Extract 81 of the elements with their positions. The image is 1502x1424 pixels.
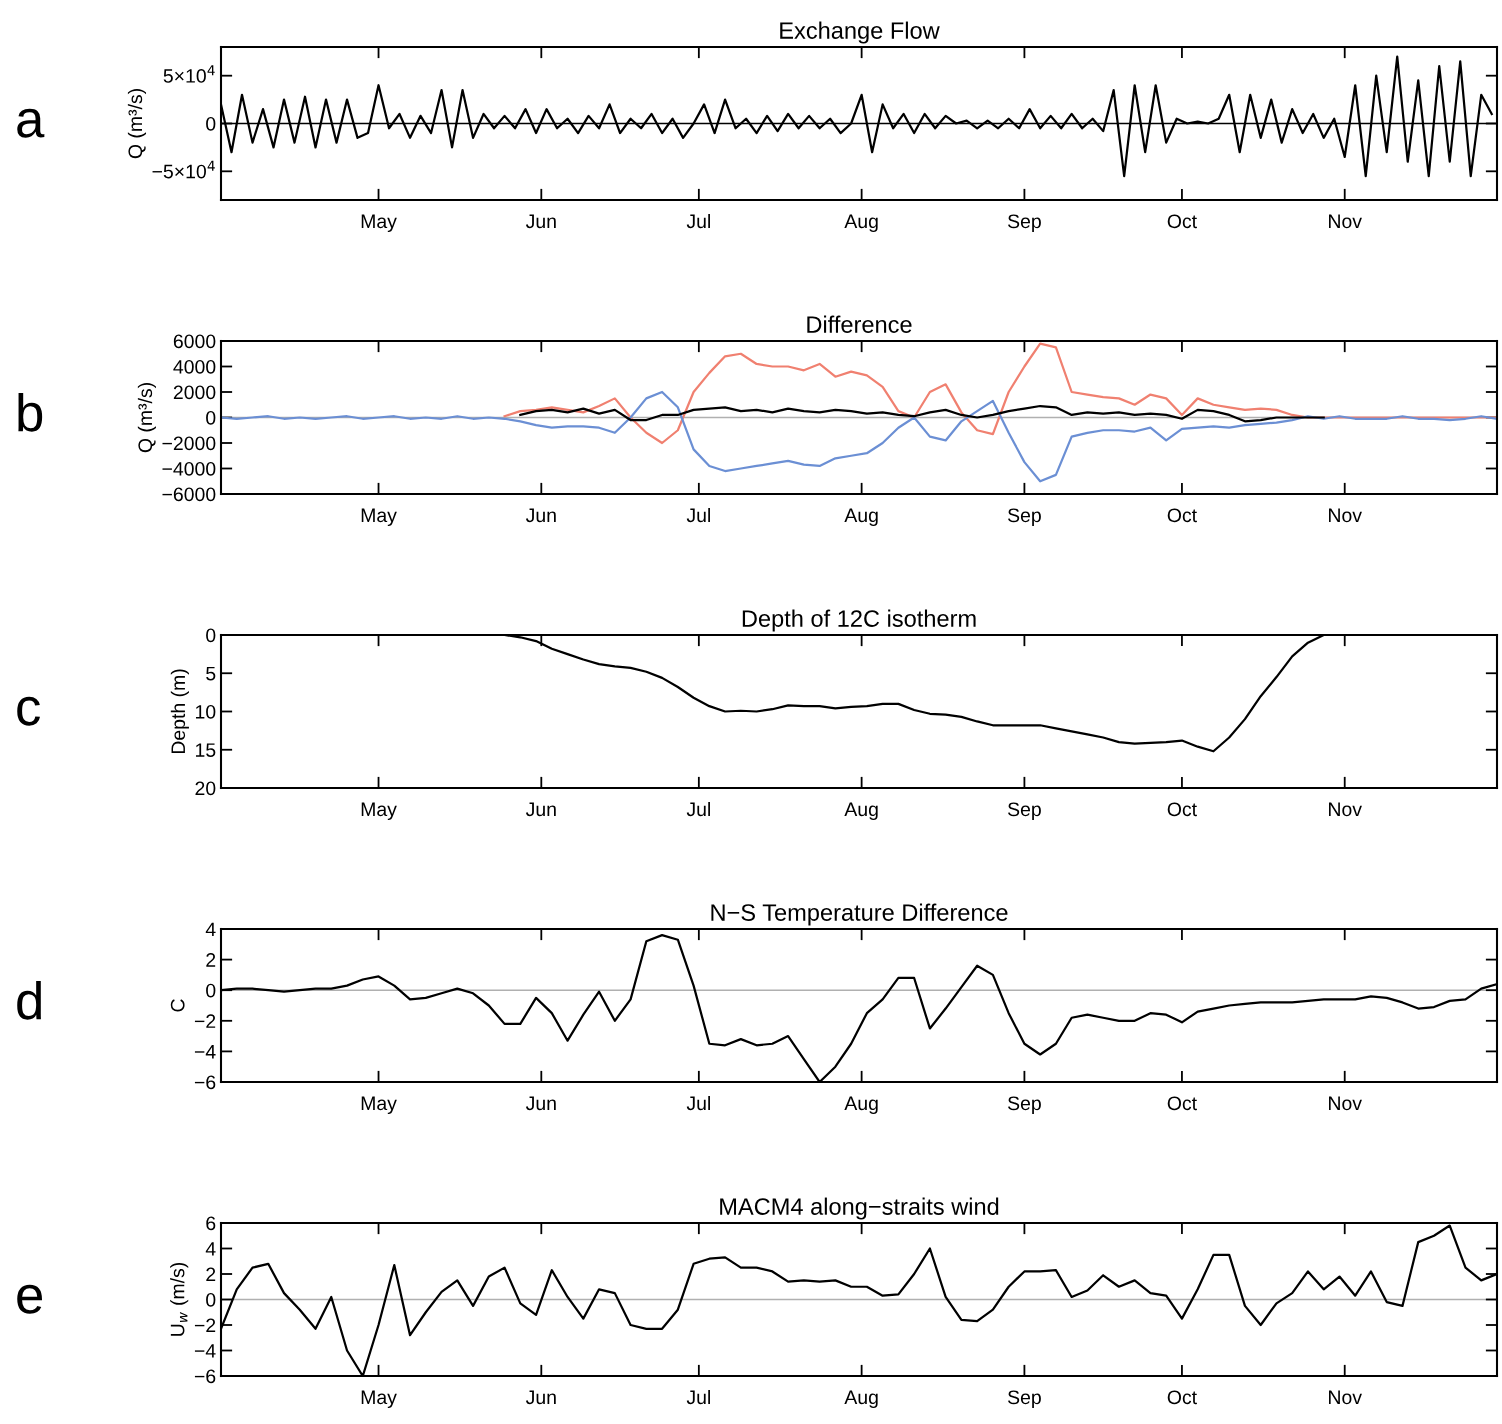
y-tick-label: 0 (206, 983, 216, 998)
x-tick-label: Nov (1329, 1390, 1362, 1405)
y-tick-label: 5×10$^{4}$ (163, 65, 215, 83)
x-tick-label: Sep (1007, 802, 1041, 821)
y-axis-title: Q (m³/s) (137, 383, 156, 453)
y-tick-label: 6000 (173, 334, 216, 349)
chart-title: MACM4 along−straits wind (720, 1197, 999, 1220)
y-tick-label: 4 (205, 1242, 216, 1256)
y-tick-label: −4 (194, 1045, 216, 1059)
y-tick-label: 10 (196, 704, 216, 719)
y-tick-label: 2 (206, 953, 216, 967)
y-tick-label: 15 (196, 743, 216, 757)
y-tick-label: 0 (206, 1292, 216, 1307)
y-tick-label: 0 (206, 116, 216, 131)
y-axis-title: U$_{w}$ (m/s) (170, 1262, 189, 1336)
x-tick-label: Oct (1167, 1390, 1197, 1405)
x-tick-label: Jun (525, 214, 556, 229)
x-tick-label: May (361, 802, 397, 821)
x-tick-label: May (361, 214, 397, 233)
x-tick-label: Jul (686, 213, 710, 229)
text: b (18, 392, 43, 432)
chart-title: Difference (807, 315, 912, 333)
x-tick-label: Jul (686, 1389, 710, 1405)
text: e (17, 1284, 43, 1314)
y-tick-label: 4000 (173, 359, 216, 374)
y-tick-label: −5×10$^{4}$ (152, 160, 215, 179)
x-tick-label: Nov (1329, 1096, 1362, 1111)
x-tick-label: Sep (1007, 1390, 1041, 1409)
text: c (17, 696, 40, 726)
x-tick-label: Jun (525, 1096, 556, 1111)
chart-title: Depth of 12C isotherm (742, 609, 976, 632)
y-tick-label: −2 (194, 1014, 216, 1028)
y-tick-label: −2000 (162, 436, 216, 451)
y-tick-label: 4 (205, 922, 216, 937)
x-tick-label: Jul (686, 801, 710, 817)
x-tick-label: Jun (525, 802, 556, 817)
x-tick-label: Jun (525, 508, 556, 523)
y-tick-label: 0 (206, 410, 216, 425)
x-tick-label: Jun (525, 1390, 556, 1405)
chart-title: Exchange Flow (780, 21, 940, 44)
x-tick-label: May (361, 508, 397, 527)
line-series (503, 342, 1497, 445)
x-tick-label: May (361, 1390, 397, 1409)
line-series (519, 404, 1325, 423)
x-tick-label: Sep (1007, 1096, 1041, 1115)
x-tick-label: Oct (1167, 508, 1197, 523)
x-tick-label: Aug (844, 802, 878, 821)
y-tick-label: 2000 (173, 385, 216, 400)
x-tick-label: Oct (1167, 802, 1197, 817)
y-axis-title: Q (m³/s) (127, 89, 147, 159)
y-tick-label: −6000 (162, 487, 216, 502)
y-tick-label: 20 (195, 781, 216, 796)
x-tick-label: Aug (844, 1096, 878, 1115)
x-tick-label: Nov (1329, 214, 1362, 229)
x-tick-label: May (361, 1096, 397, 1115)
line-series (221, 390, 1497, 483)
y-axis-title: Depth (m) (170, 669, 189, 754)
x-tick-label: Nov (1329, 802, 1362, 817)
y-tick-label: −6 (194, 1075, 216, 1090)
x-tick-label: Sep (1007, 214, 1041, 233)
text: a (17, 108, 45, 138)
y-tick-label: 2 (206, 1267, 216, 1282)
y-tick-label: 5 (206, 666, 216, 681)
x-tick-label: Oct (1167, 214, 1197, 229)
y-axis-title: C (170, 999, 185, 1012)
x-tick-label: Aug (844, 1390, 878, 1409)
y-tick-label: −4000 (162, 461, 216, 476)
y-tick-label: −6 (194, 1369, 216, 1384)
x-tick-label: Aug (844, 214, 878, 233)
x-tick-label: Sep (1007, 508, 1041, 527)
y-tick-label: 0 (206, 628, 216, 643)
x-tick-label: Jul (686, 507, 710, 523)
x-tick-label: Nov (1329, 508, 1362, 523)
y-tick-label: 6 (206, 1216, 216, 1231)
y-tick-label: −2 (194, 1318, 216, 1333)
x-tick-label: Oct (1167, 1096, 1197, 1111)
x-tick-label: Jul (686, 1095, 710, 1111)
x-tick-label: Aug (844, 508, 878, 527)
chart-title: N−S Temperature Difference (711, 903, 1008, 926)
y-tick-label: −4 (194, 1344, 216, 1358)
text: d (17, 980, 41, 1020)
